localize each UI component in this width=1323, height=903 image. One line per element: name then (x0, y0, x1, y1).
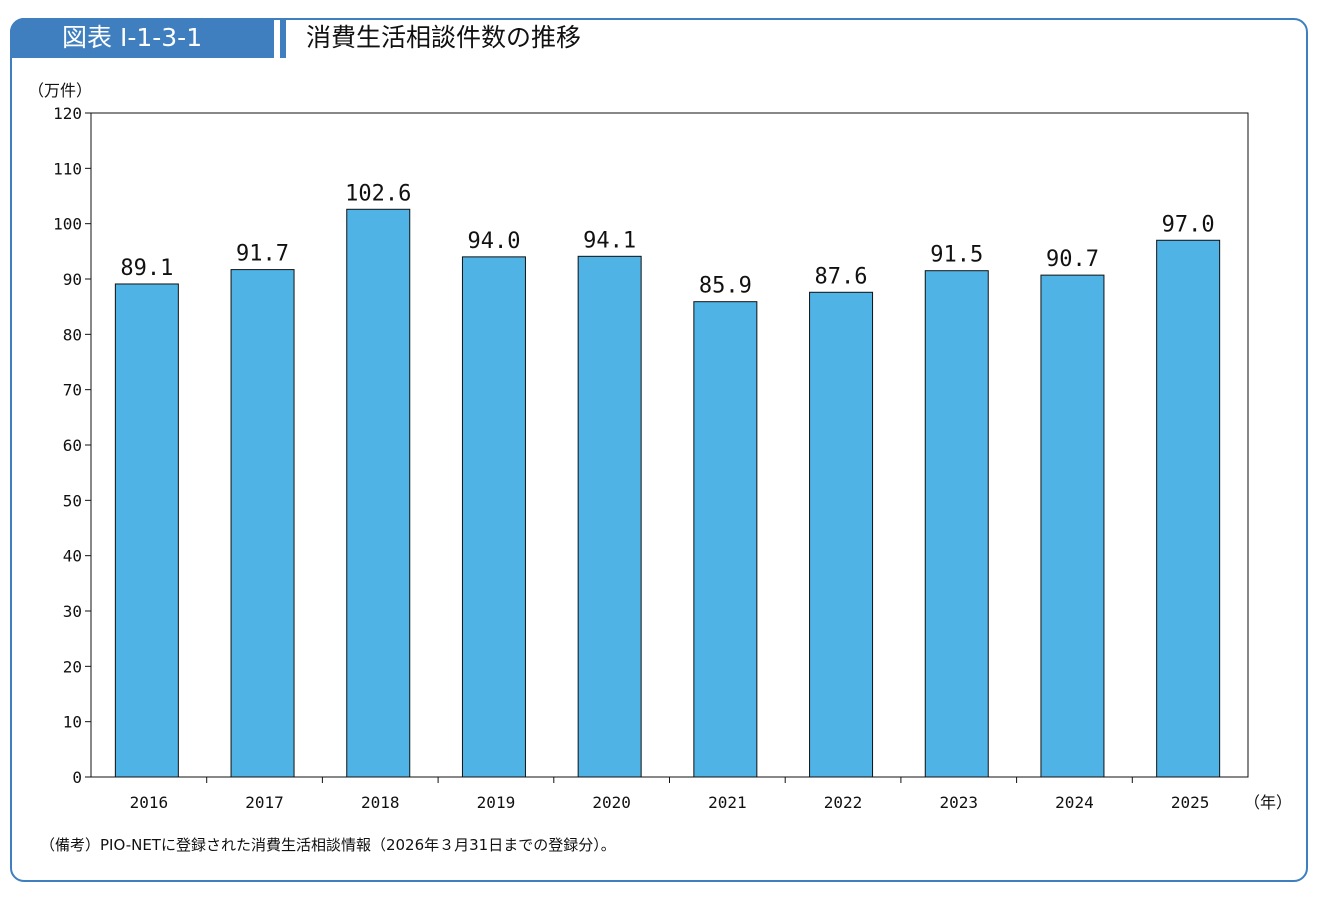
data-label-2019: 94.0 (467, 229, 520, 254)
bar-2017 (230, 269, 295, 778)
data-label-2025: 97.0 (1162, 212, 1215, 237)
y-tick-label: 70 (63, 381, 82, 400)
y-tick-label: 80 (63, 325, 82, 344)
data-label-2024: 90.7 (1046, 247, 1099, 272)
data-label-2020: 94.1 (583, 228, 636, 253)
bar-2019 (461, 256, 526, 778)
bar-series: 89.1 91.7 102.6 94.0 94.1 85.9 87.6 91.5 90.7 97.… (114, 181, 1221, 778)
x-tick-label: 2018 (361, 793, 400, 812)
y-tick-label: 20 (63, 657, 82, 676)
x-tick-label: 2020 (592, 793, 631, 812)
x-tick-label: 2023 (939, 793, 978, 812)
x-axis: 2016 2017 2018 2019 2020 2021 2022 2023 2024 2025 (130, 777, 1210, 812)
x-tick-label: 2024 (1055, 793, 1094, 812)
bar-2022 (809, 291, 874, 778)
y-tick-label: 120 (53, 104, 82, 123)
data-label-2021: 85.9 (699, 274, 752, 299)
data-label-2016: 89.1 (120, 256, 173, 281)
bar-2024 (1040, 274, 1105, 778)
y-tick-label: 40 (63, 547, 82, 566)
x-tick-label: 2021 (708, 793, 747, 812)
x-tick-label: 2022 (824, 793, 863, 812)
data-label-2022: 87.6 (815, 264, 868, 289)
y-tick-label: 50 (63, 491, 82, 510)
y-tick-label: 110 (53, 159, 82, 178)
bar-2021 (693, 301, 758, 778)
y-tick-label: 90 (63, 270, 82, 289)
y-tick-label: 100 (53, 215, 82, 234)
data-label-2017: 91.7 (236, 242, 289, 267)
y-tick-label: 0 (72, 768, 82, 787)
x-tick-label: 2019 (477, 793, 516, 812)
x-tick-label: 2016 (130, 793, 169, 812)
x-axis-unit-label: （年） (1244, 793, 1292, 812)
data-label-2018: 102.6 (345, 181, 411, 206)
y-axis: 0 10 20 30 40 50 60 70 80 90 100 110 120 (53, 104, 91, 787)
bar-2020 (577, 255, 642, 778)
header-accent-bar (280, 18, 286, 58)
y-tick-label: 10 (63, 713, 82, 732)
x-tick-label: 2017 (245, 793, 284, 812)
figure-header: 図表 I-1-3-1 消費生活相談件数の推移 (10, 18, 1308, 58)
bar-2025 (1156, 239, 1221, 778)
y-tick-label: 30 (63, 602, 82, 621)
plot-area-border (90, 112, 1249, 778)
figure-title: 消費生活相談件数の推移 (306, 23, 582, 52)
x-tick-label: 2025 (1171, 793, 1210, 812)
figure-number: 図表 I-1-3-1 (10, 18, 274, 58)
y-axis-unit-label: （万件） (28, 81, 92, 100)
figure-frame (10, 18, 1308, 882)
bar-2018 (346, 208, 411, 778)
figure-note: （備考）PIO-NETに登録された消費生活相談情報（2026年３月31日までの登… (40, 836, 616, 854)
data-label-2023: 91.5 (930, 243, 983, 268)
bar-2023 (924, 270, 989, 778)
bar-2016 (114, 283, 179, 778)
y-tick-label: 60 (63, 436, 82, 455)
